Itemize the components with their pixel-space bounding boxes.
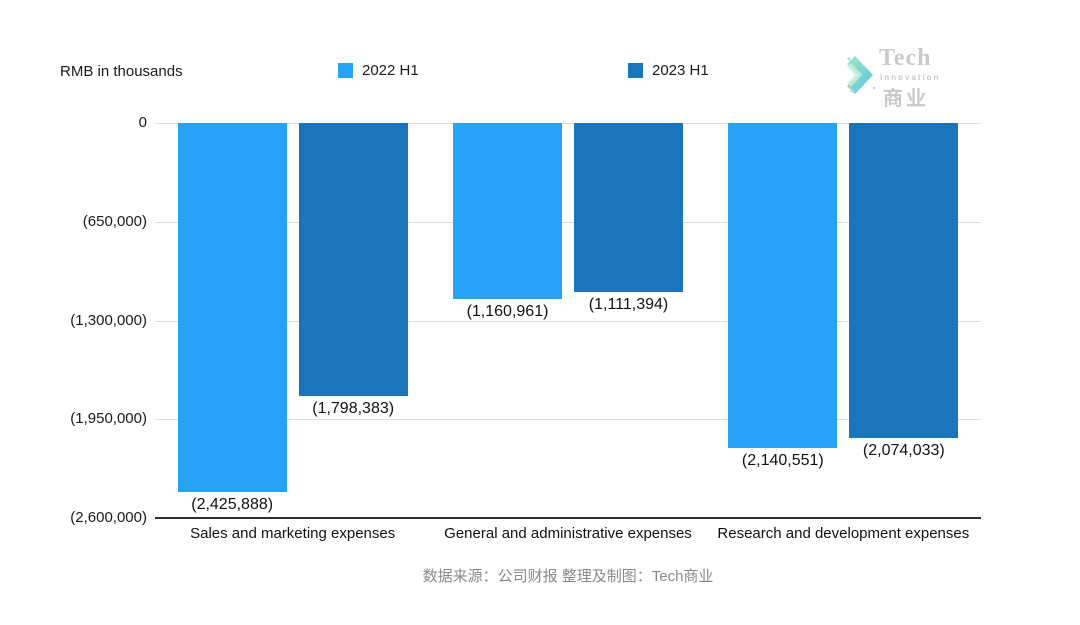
category-label: Research and development expenses: [717, 525, 970, 542]
gridline: [155, 419, 981, 421]
logo-text-innovation: innovation: [880, 73, 941, 82]
y-axis-tick-label: 0: [138, 114, 147, 131]
bar-2023-h1: [849, 123, 959, 439]
bar-2023-h1: [574, 123, 683, 292]
y-axis-tick-label: (1,300,000): [70, 311, 147, 329]
legend-item-2023-h1: 2023 H1: [628, 62, 709, 79]
y-axis-tick-label: (650,000): [82, 212, 147, 230]
legend-item-2022-h1: 2022 H1: [338, 62, 419, 79]
bar-value-label: (1,111,394): [588, 295, 669, 313]
bar-value-label: (2,425,888): [191, 495, 274, 513]
source-note: 数据来源：公司财报 整理及制图：Tech商业: [422, 568, 714, 585]
legend-swatch-icon: [628, 63, 643, 78]
logo-text-cn: 商业: [883, 88, 929, 110]
legend-label: 2023 H1: [652, 62, 709, 79]
gridline: [155, 221, 981, 223]
bar-value-label: (1,160,961): [466, 303, 549, 321]
logo-text-tech: Tech: [879, 45, 932, 71]
legend-swatch-icon: [338, 63, 353, 78]
brand-logo: Tech innovation 商业: [843, 42, 993, 112]
unit-label: RMB in thousands: [60, 63, 183, 80]
bar-value-label: (2,140,551): [741, 452, 824, 470]
chevron-right-icon: [843, 55, 879, 100]
category-label: Sales and marketing expenses: [190, 525, 396, 542]
legend-label: 2022 H1: [362, 62, 419, 79]
x-axis-line: [155, 517, 981, 519]
bar-2022-h1: [177, 123, 287, 492]
y-axis-tick-label: (2,600,000): [70, 509, 147, 526]
bar-2022-h1: [728, 123, 838, 449]
y-axis-tick-label: (1,950,000): [70, 410, 147, 428]
bar-value-label: (1,798,383): [312, 400, 395, 418]
category-label: General and administrative expenses: [444, 525, 692, 542]
gridline: [155, 320, 981, 322]
bar-2023-h1: [298, 123, 408, 397]
bar-2022-h1: [453, 123, 562, 300]
gridline: [155, 123, 981, 124]
bar-value-label: (2,074,033): [862, 442, 945, 460]
